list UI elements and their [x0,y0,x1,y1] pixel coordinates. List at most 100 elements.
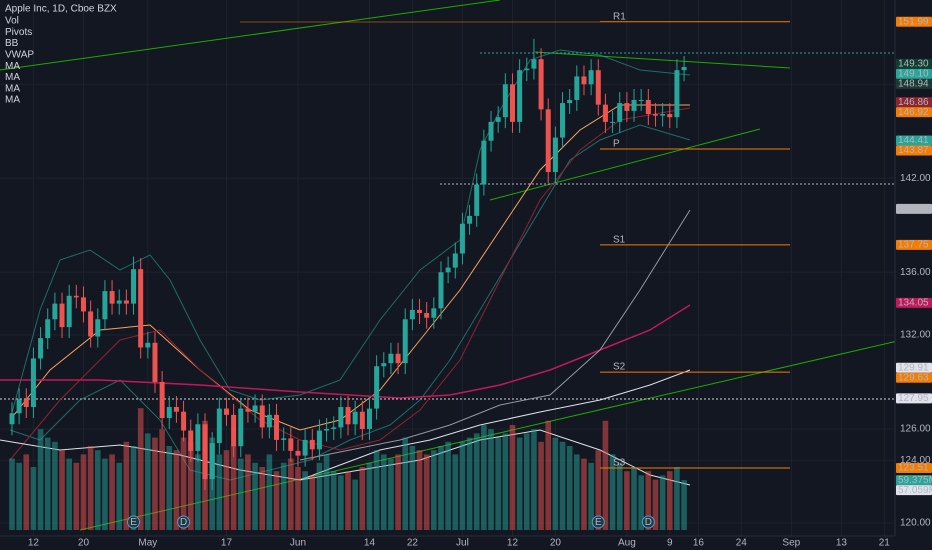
candle-body [302,439,308,456]
candle-body [388,353,394,364]
indicator-label: MA [5,83,20,94]
x-tick-label: 12 [28,538,40,549]
candle-body [374,366,380,409]
volume-bar [216,454,223,530]
volume-bar [538,441,544,530]
x-tick-label: 13 [836,538,848,549]
volume-bar [624,471,630,530]
candle-body [660,114,666,116]
candle-body [266,414,272,428]
volume-bar [130,446,137,530]
volume-bar [438,446,444,530]
candle-body [624,103,630,111]
candle-body [295,450,301,456]
x-tick-label: 22 [407,538,419,549]
volume-bar [44,437,51,530]
bollinger-upper [9,49,691,421]
indicator-label: Vol [5,16,19,27]
x-tick-label: 14 [364,538,376,549]
volume-bar [16,462,22,530]
candle-body [474,184,480,216]
time-axis [0,536,932,550]
price-badge-label: 146.86 [898,97,929,108]
price-badge [896,68,932,79]
volume-bar [473,433,480,530]
candle-body [674,70,680,118]
candle-body [552,137,558,173]
volume-bar [559,441,566,530]
candle-body [545,109,551,173]
volume-bar [73,462,80,530]
grid [0,0,895,536]
volume-bar [280,462,287,530]
price-badge [896,203,932,214]
volume-bar [102,458,108,530]
volume-bar [431,450,437,530]
candle-body [459,223,465,254]
candle-body [524,68,530,71]
volume-bar [409,446,416,530]
candle-body [73,295,79,298]
price-badge [896,297,932,308]
volume-bar [588,462,594,530]
volume-bar [187,441,194,530]
trend-line [489,128,761,201]
volume-bar [459,441,466,530]
candle-body [359,411,365,429]
volume-bar [423,454,430,530]
candle-body [652,114,658,116]
candle-body [66,295,72,328]
event-label: E [130,517,137,528]
candle-body [181,411,187,431]
price-badge [896,372,932,383]
price-badge [896,107,932,118]
pivots: R1 P S1 S2 S3 [600,11,790,469]
indicator-label: Pivots [5,27,32,38]
volume-bar [552,437,559,530]
volume-bar [123,441,130,530]
price-badge-label: 151.99 [898,16,929,27]
volume-bar [159,429,165,530]
volume-bar [59,450,65,530]
candle-body [395,353,401,364]
ma-line [299,209,691,461]
indicator-label: MA [5,95,20,106]
candle-body [502,84,508,118]
candle-body [95,319,101,337]
x-tick-label: 17 [221,538,233,549]
volume-bar [195,454,201,530]
candle-body [9,413,15,425]
volume-bar [466,437,473,530]
volume-bar [638,475,644,530]
candle-body [560,103,566,138]
candle-body [352,411,358,425]
candle-body [238,408,244,447]
volume-bar [481,425,487,530]
candle-body [88,311,94,337]
price-badge [896,78,932,89]
candle-body [667,114,673,118]
x-tick-label: Jun [290,538,306,549]
candle-body [331,427,337,429]
candle-body [123,300,129,304]
price-badge [896,239,932,250]
candle-body [281,438,287,440]
volume-bar [502,433,509,530]
y-tick-label: 126.00 [900,424,931,435]
price-badge-label: 57.059M [898,485,932,496]
volume-bar [681,480,687,530]
price-badge [896,145,932,156]
candle-body [23,399,29,408]
price-badge-label: 149.10 [898,69,929,80]
price-badge-label: 146.92 [898,107,929,118]
price-badge-label: 129.91 [898,362,929,373]
price-badge-label: 148.94 [898,79,929,90]
candle-body [138,269,144,348]
candle-body [366,408,372,429]
candle-body [595,70,601,105]
event-label: D [645,517,652,528]
candle-body [588,70,594,85]
x-tick-label: Jul [456,538,469,549]
